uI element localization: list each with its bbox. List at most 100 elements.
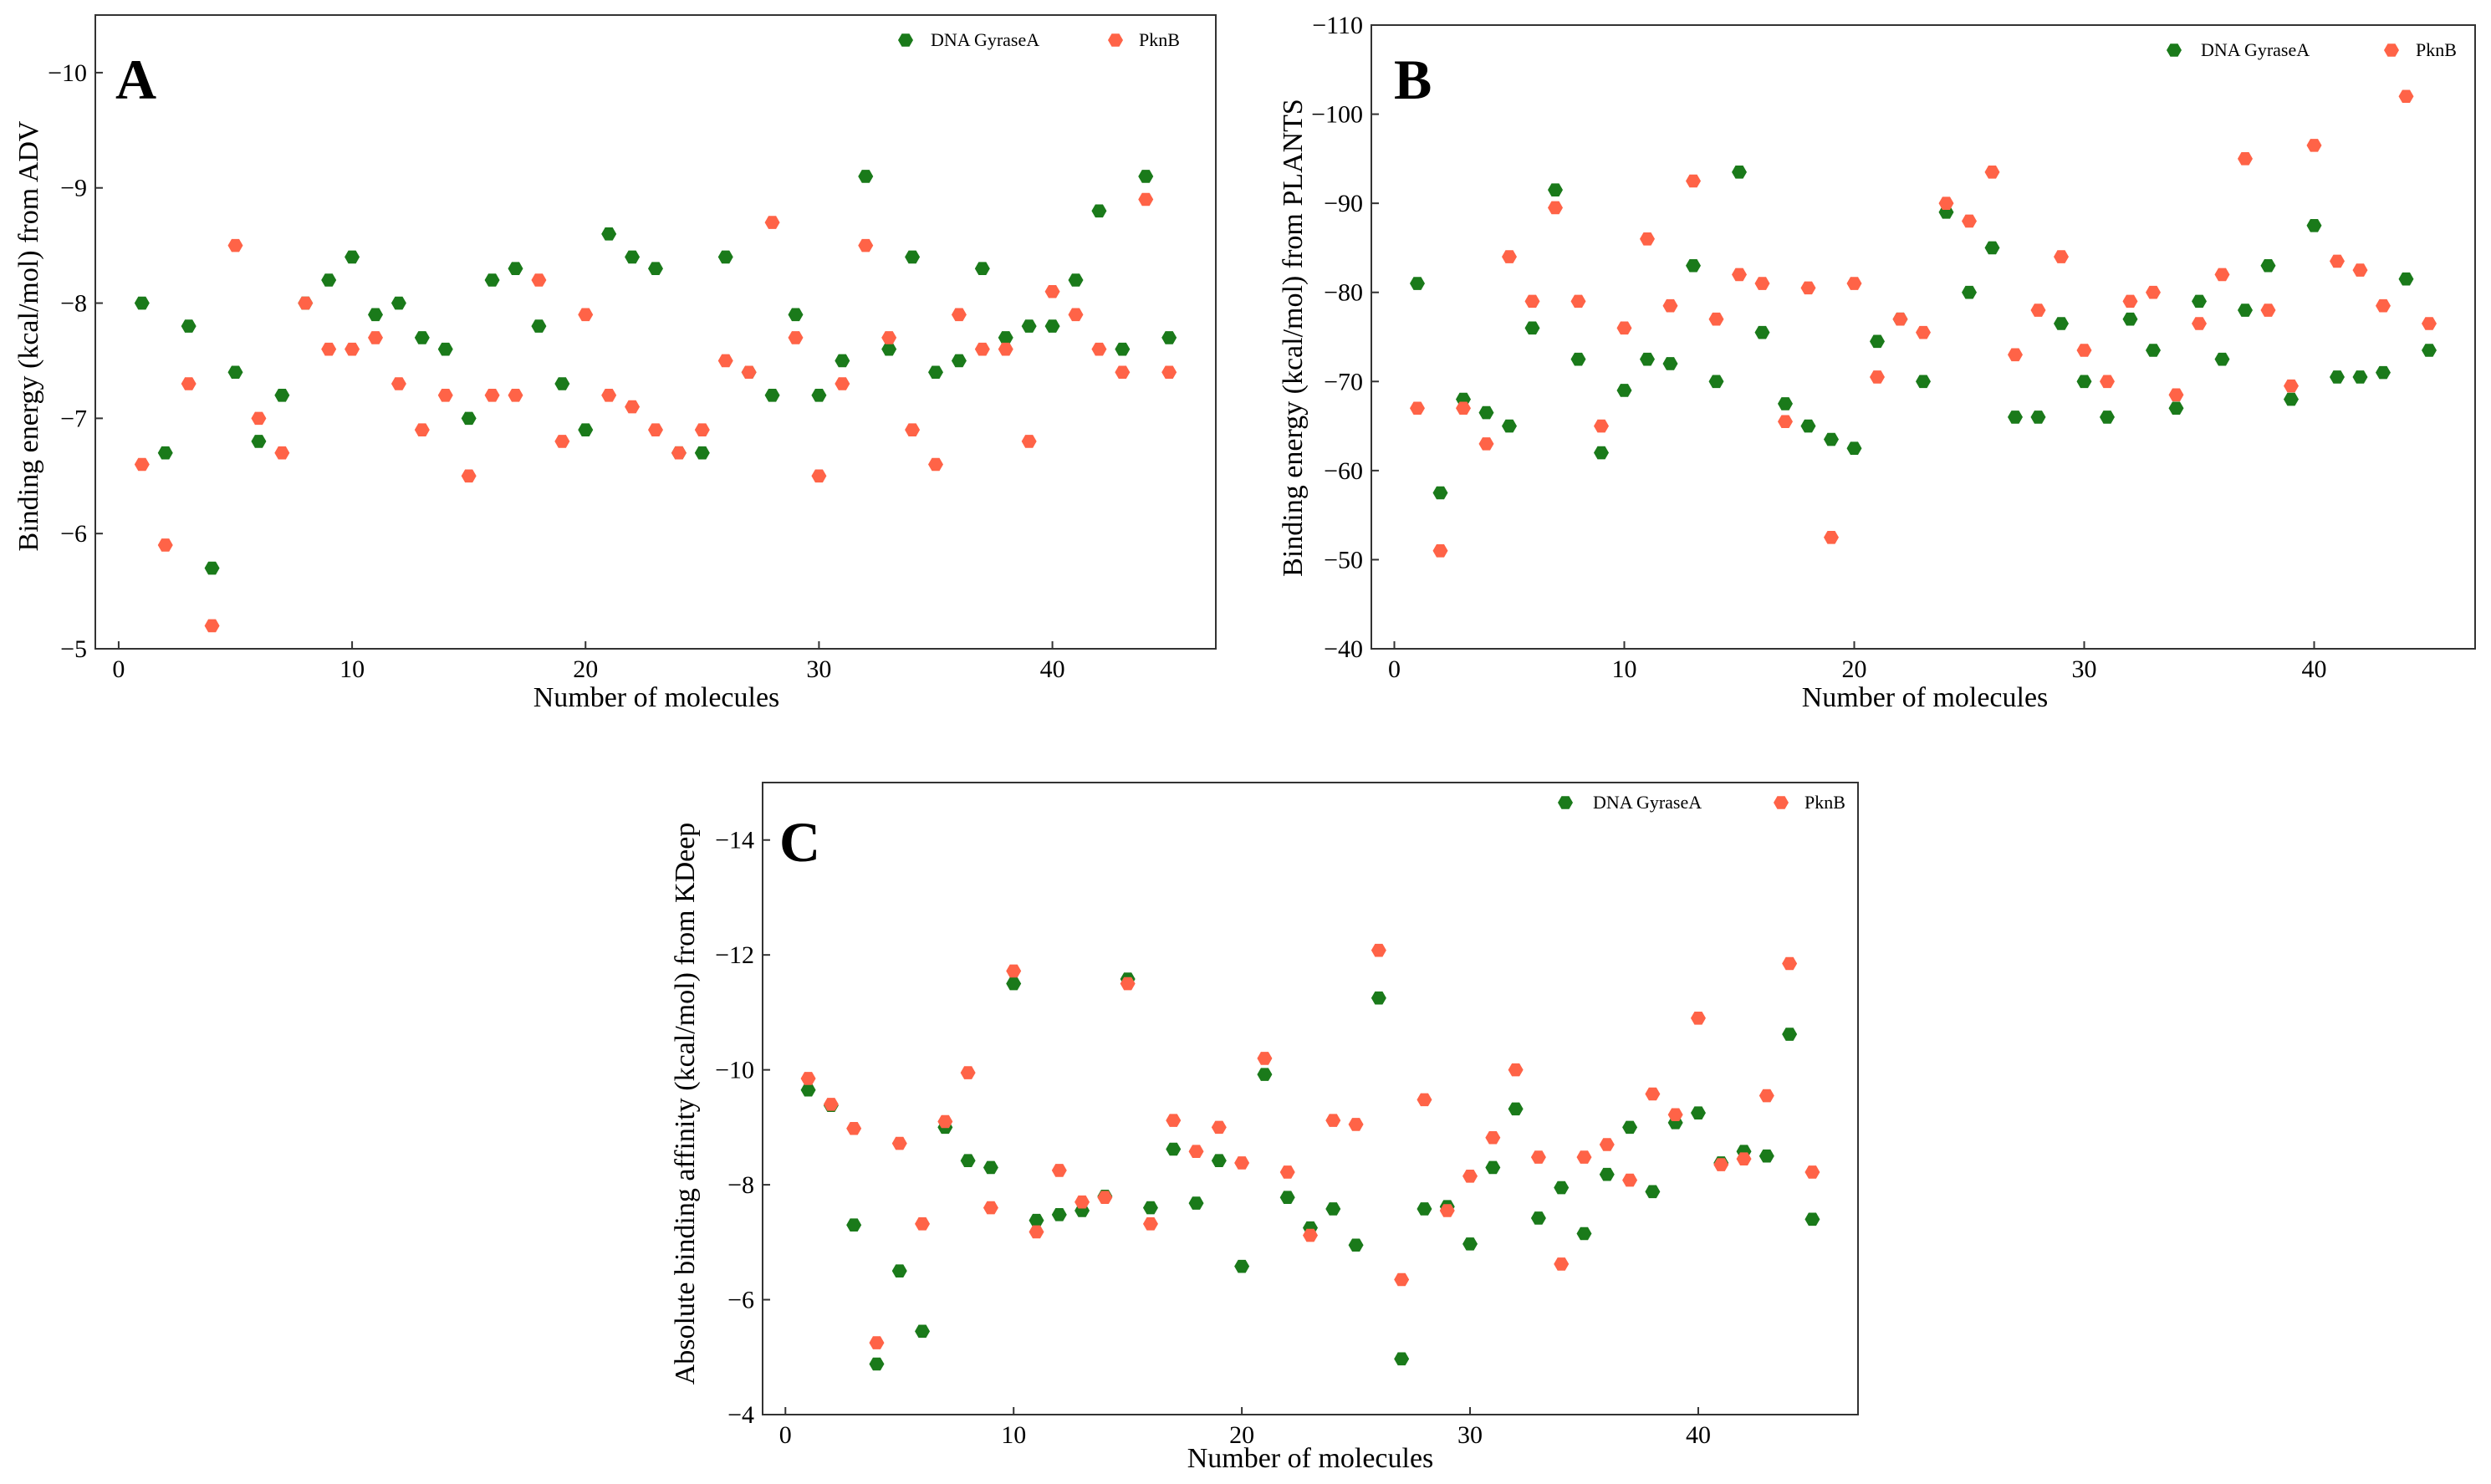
panel-a-point-pknb — [811, 469, 827, 483]
panel-c-point-pknb — [823, 1098, 839, 1111]
panel-c-point-gyrase — [1394, 1352, 1410, 1366]
panel-b-point-pknb — [1754, 277, 1770, 290]
panel-c-legend: DNA GyraseA PknB — [1593, 792, 1845, 813]
panel-c-point-gyrase — [1279, 1191, 1295, 1205]
panel-a-y-tick-label: −9 — [60, 175, 87, 202]
panel-b-point-pknb — [2054, 250, 2069, 263]
panel-b-point-pknb — [1984, 166, 2000, 179]
panel-c-xlabel: Number of molecules — [1187, 1443, 1434, 1474]
panel-b-point-pknb — [1524, 294, 1540, 309]
panel-c-point-gyrase — [800, 1083, 816, 1097]
panel-c-legend-marker-gyrase — [1558, 796, 1573, 809]
panel-b-point-gyrase — [1478, 405, 1494, 420]
panel-b-legend-label-gyrase: DNA GyraseA — [2201, 39, 2310, 60]
panel-c-point-pknb — [1804, 1165, 1820, 1179]
panel-b-point-gyrase — [1732, 166, 1747, 179]
panel-c-point-pknb — [1029, 1225, 1044, 1239]
panel-a-point-gyrase — [998, 331, 1013, 344]
panel-c-point-gyrase — [1782, 1028, 1798, 1041]
panel-b-point-gyrase — [2214, 352, 2230, 366]
panel-a-point-gyrase — [764, 389, 780, 402]
panel-c-point-pknb — [1667, 1108, 1683, 1122]
panel-a-x-tick-label: 20 — [573, 655, 598, 683]
panel-b-point-gyrase — [1846, 441, 1862, 456]
panel-c-point-gyrase — [915, 1324, 931, 1339]
panel-a-point-gyrase — [134, 296, 150, 310]
panel-b-point-pknb — [1686, 174, 1701, 188]
panel-c-y-tick-label: −4 — [727, 1401, 754, 1429]
panel-b-point-pknb — [1456, 401, 1471, 416]
panel-c-point-pknb — [1439, 1204, 1455, 1217]
panel-c-x-tick-label: 40 — [1686, 1421, 1711, 1449]
panel-c-point-pknb — [800, 1072, 816, 1085]
panel-b-point-pknb — [2146, 285, 2161, 299]
panel-a-point-gyrase — [157, 446, 173, 460]
panel-b-point-gyrase — [1686, 258, 1701, 273]
panel-b-point-gyrase — [1916, 375, 1931, 389]
panel-a-point-pknb — [414, 423, 430, 436]
panel-b-point-gyrase — [2030, 411, 2046, 424]
panel-a-point-pknb — [461, 469, 477, 483]
panel-c-point-pknb — [1120, 977, 1136, 991]
panel-a-point-pknb — [835, 377, 850, 390]
panel-b-point-gyrase — [1754, 325, 1770, 339]
panel-b-y-tick-label: −90 — [1324, 190, 1363, 217]
panel-a-x-tick-label: 0 — [112, 655, 125, 683]
panel-b-x-tick-label: 30 — [2072, 655, 2097, 683]
panel-a-point-pknb — [741, 365, 757, 380]
panel-a-point-gyrase — [1091, 204, 1107, 218]
panel-c-y-tick-label: −10 — [715, 1057, 754, 1084]
panel-a-point-pknb — [484, 389, 500, 402]
panel-b-legend-label-pknb: PknB — [2416, 39, 2457, 60]
panel-a-point-pknb — [578, 308, 594, 322]
panel-b-point-gyrase — [1432, 486, 1448, 500]
panel-b-y-tick-label: −110 — [1312, 12, 1363, 39]
panel-c-x-tick-label: 20 — [1229, 1421, 1254, 1449]
panel-b-point-pknb — [2284, 379, 2299, 393]
panel-c-y-tick-label: −6 — [727, 1287, 754, 1314]
panel-b-point-pknb — [1870, 370, 1885, 384]
panel-b-point-pknb — [2238, 152, 2253, 166]
panel-a-y-tick-label: −6 — [60, 520, 87, 548]
panel-c-point-gyrase — [1006, 977, 1022, 991]
panel-c-point-pknb — [1006, 964, 1022, 978]
panel-a-point-gyrase — [321, 273, 337, 287]
panel-c-point-gyrase — [1554, 1181, 1570, 1195]
panel-c-point-pknb — [1417, 1093, 1432, 1107]
panel-a-point-pknb — [671, 446, 687, 460]
panel-b-point-gyrase — [2352, 370, 2368, 384]
panel-a-point-gyrase — [928, 365, 943, 380]
panel-a-point-pknb — [717, 354, 733, 368]
panel-b-point-gyrase — [2260, 258, 2276, 273]
panel-c-point-pknb — [1759, 1089, 1774, 1103]
panel-b-ylabel: Binding energy (kcal/mol) from PLANTS — [1278, 99, 1309, 577]
panel-c-point-pknb — [1303, 1228, 1318, 1242]
panel-c-point-pknb — [1257, 1052, 1273, 1065]
panel-a-point-gyrase — [601, 227, 617, 241]
panel-a-point-pknb — [508, 389, 523, 402]
panel-c-point-gyrase — [1166, 1142, 1182, 1156]
panel-b-point-gyrase — [1594, 446, 1609, 460]
panel-a-point-gyrase — [905, 250, 921, 264]
panel-c-point-pknb — [1188, 1145, 1204, 1159]
panel-b-point-pknb — [1962, 214, 1977, 228]
panel-a-chart: A Number of molecules Binding energy (kc… — [13, 14, 1217, 713]
panel-b-xlabel: Number of molecules — [1802, 682, 2049, 713]
panel-b-point-pknb — [2030, 303, 2046, 317]
panel-b-point-pknb — [1410, 401, 1425, 416]
panel-c-point-gyrase — [1622, 1120, 1638, 1135]
panel-a-legend-marker-gyrase — [898, 33, 913, 47]
panel-c-plot-frame — [762, 782, 1859, 1415]
panel-b-point-gyrase — [2330, 370, 2345, 384]
panel-b-point-pknb — [2214, 268, 2230, 282]
panel-a-label: A — [115, 48, 156, 111]
panel-b-x-tick-label: 40 — [2302, 655, 2327, 683]
panel-c-point-pknb — [1279, 1165, 1295, 1179]
panel-c-point-gyrase — [1234, 1259, 1250, 1273]
panel-c-ylabel: Absolute binding affinity (kcal/mol) fro… — [670, 823, 701, 1385]
panel-a-point-gyrase — [181, 319, 197, 333]
panel-a-legend-label-pknb: PknB — [1139, 29, 1180, 50]
panel-a-point-gyrase — [368, 308, 383, 322]
panel-b-point-gyrase — [1708, 375, 1724, 389]
panel-b-point-pknb — [1548, 201, 1563, 215]
